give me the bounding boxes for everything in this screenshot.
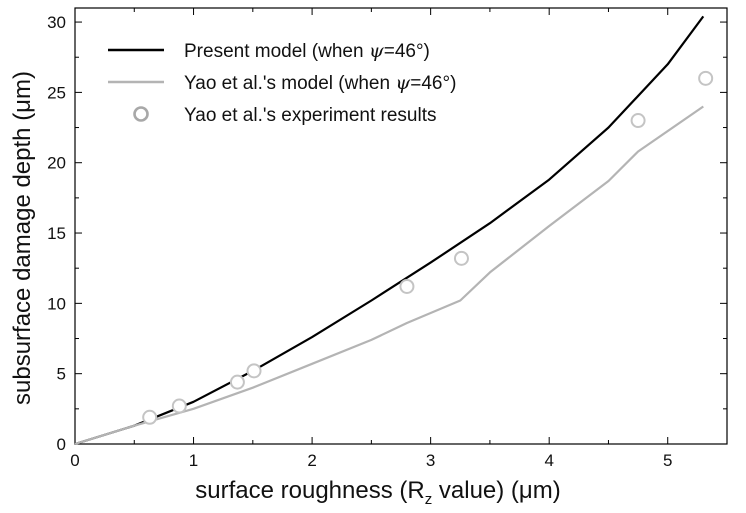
x-tick-label: 1 xyxy=(189,451,198,470)
experiment-point xyxy=(399,278,415,294)
legend: Present model (when ψ=46°) Yao et al.'s … xyxy=(108,40,456,126)
y-tick-label: 15 xyxy=(47,224,66,243)
x-tick-label: 5 xyxy=(663,451,672,470)
x-axis-title: surface roughness (Rz value) (μm) xyxy=(195,477,560,508)
legend-label-present-model: Present model (when ψ=46°) xyxy=(184,40,430,62)
y-tick-label: 0 xyxy=(57,435,66,454)
legend-label-yao-model: Yao et al.'s model (when ψ=46°) xyxy=(184,72,456,94)
y-tick-label: 25 xyxy=(47,83,66,102)
experiment-point xyxy=(246,363,262,379)
legend-label-experiment-results: Yao et al.'s experiment results xyxy=(184,105,437,126)
x-tick-label: 3 xyxy=(426,451,435,470)
y-axis-ticks: 0 5 10 15 20 25 30 xyxy=(47,13,727,454)
plot-frame xyxy=(74,7,728,445)
x-tick-label: 4 xyxy=(544,451,553,470)
experiment-point xyxy=(630,113,646,129)
y-axis-title: subsurface damage depth (μm) xyxy=(9,71,36,405)
yao-model-line xyxy=(74,105,704,446)
experiment-point xyxy=(142,409,158,425)
y-tick-label: 20 xyxy=(47,154,66,173)
experiment-point xyxy=(229,374,245,390)
x-axis-ticks: 0 1 2 3 4 5 xyxy=(70,8,728,470)
plot-area: 0 1 2 3 4 5 0 5 10 15 20 25 30 xyxy=(47,7,728,470)
experiment-point xyxy=(171,398,187,414)
y-tick-label: 5 xyxy=(57,365,66,384)
x-tick-label: 2 xyxy=(307,451,316,470)
legend-swatch-experiment-results xyxy=(133,106,149,122)
experiment-point xyxy=(698,70,714,86)
series-layer xyxy=(74,15,714,446)
x-tick-label: 0 xyxy=(70,451,79,470)
y-tick-label: 10 xyxy=(47,294,66,313)
experiment-point xyxy=(453,250,469,266)
y-tick-label: 30 xyxy=(47,13,66,32)
